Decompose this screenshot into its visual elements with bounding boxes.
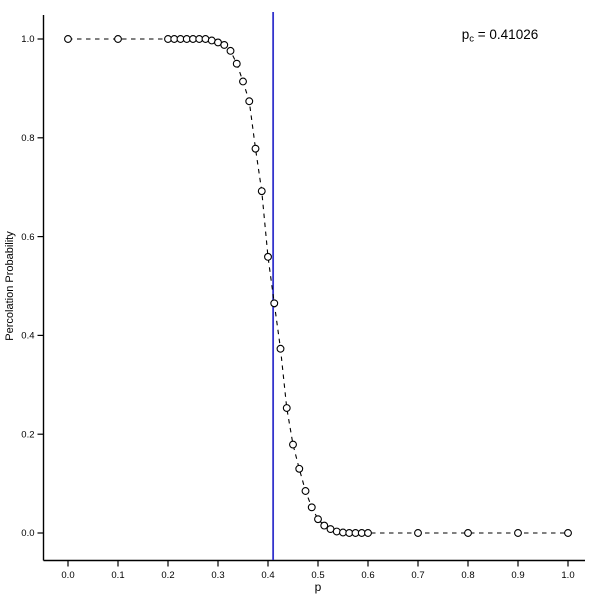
x-tick-label: 0.3 bbox=[211, 570, 224, 581]
data-point-marker bbox=[295, 464, 304, 473]
data-point-marker bbox=[220, 40, 229, 49]
data-point-marker bbox=[232, 59, 241, 68]
x-tick-label: 0.8 bbox=[461, 570, 474, 581]
x-tick-label: 0.5 bbox=[311, 570, 324, 581]
data-point-marker bbox=[257, 187, 266, 196]
data-point-marker bbox=[264, 252, 272, 261]
data-point-marker bbox=[251, 144, 260, 153]
data-point-marker bbox=[270, 299, 279, 308]
x-tick-label: 1.0 bbox=[561, 570, 574, 581]
data-point-marker bbox=[114, 35, 122, 43]
y-tick-label: 0.6 bbox=[21, 232, 34, 243]
data-point-marker bbox=[64, 35, 72, 43]
x-tick-label: 0.4 bbox=[261, 570, 274, 581]
data-point-marker bbox=[289, 440, 297, 449]
data-point-marker bbox=[320, 521, 329, 530]
x-axis-title: p bbox=[315, 580, 322, 594]
x-tick-label: 0.9 bbox=[511, 570, 524, 581]
x-tick-label: 0.0 bbox=[61, 570, 74, 581]
data-point-marker bbox=[282, 404, 291, 412]
data-point-marker bbox=[301, 487, 310, 495]
y-tick-label: 1.0 bbox=[21, 34, 34, 45]
y-axis-title: Percolation Probability bbox=[4, 231, 16, 341]
data-point-marker bbox=[464, 529, 472, 537]
data-point-marker bbox=[414, 529, 422, 537]
data-point-marker bbox=[564, 529, 572, 537]
data-point-marker bbox=[307, 503, 316, 512]
y-tick-label: 0.2 bbox=[21, 429, 34, 440]
data-point-marker bbox=[245, 97, 254, 106]
data-point-marker bbox=[201, 35, 210, 43]
x-tick-label: 0.2 bbox=[161, 570, 174, 581]
data-series-line bbox=[68, 38, 568, 534]
data-point-marker bbox=[239, 77, 247, 86]
data-point-marker bbox=[276, 344, 285, 353]
data-point-marker bbox=[364, 529, 372, 537]
x-tick-label: 0.1 bbox=[111, 570, 124, 581]
x-tick-label: 0.6 bbox=[361, 570, 374, 581]
data-point-marker bbox=[514, 529, 522, 537]
y-tick-label: 0.4 bbox=[21, 331, 34, 342]
x-tick-label: 0.7 bbox=[411, 570, 424, 581]
critical-probability-annotation: pc = 0.41026 bbox=[462, 27, 538, 45]
y-tick-label: 0.8 bbox=[21, 133, 34, 144]
data-point-marker bbox=[314, 515, 322, 524]
data-point-marker bbox=[332, 527, 341, 536]
data-point-marker bbox=[226, 46, 235, 55]
y-tick-label: 0.0 bbox=[21, 528, 34, 539]
